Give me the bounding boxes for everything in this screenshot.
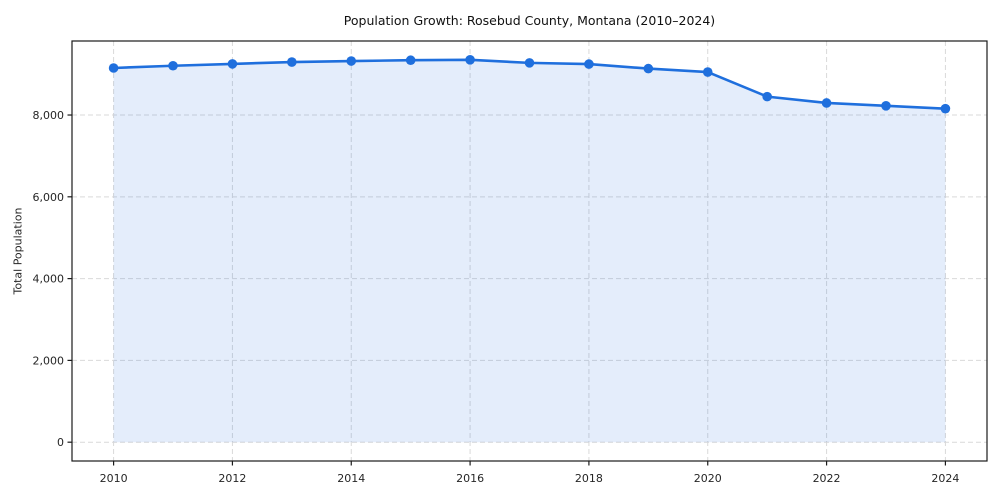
data-point <box>821 98 832 108</box>
x-tick-label: 2020 <box>694 472 722 485</box>
x-tick-label: 2010 <box>100 472 128 485</box>
data-point <box>168 60 178 71</box>
plot-border <box>71 40 988 462</box>
x-tick-label: 2022 <box>813 472 841 485</box>
data-point <box>940 103 951 114</box>
data-point <box>108 63 119 73</box>
data-point <box>465 55 475 65</box>
y-tick-label: 8,000 <box>33 109 65 122</box>
x-tick-label: 2024 <box>931 472 959 485</box>
x-tick-label: 2018 <box>575 472 603 485</box>
y-tick-label: 6,000 <box>33 191 65 204</box>
x-tick-label: 2012 <box>218 472 246 485</box>
data-point <box>346 56 357 66</box>
x-tick-label: 2014 <box>337 472 365 485</box>
chart-title: Population Growth: Rosebud County, Monta… <box>343 13 716 28</box>
data-point <box>287 57 297 67</box>
y-tick-label: 0 <box>57 436 64 449</box>
area-fill <box>113 59 946 443</box>
data-point <box>524 58 535 68</box>
data-point <box>643 63 654 74</box>
data-point <box>584 59 594 69</box>
data-point <box>702 67 713 77</box>
data-point <box>762 91 772 102</box>
data-point <box>405 55 416 66</box>
x-tick-label: 2016 <box>456 472 484 485</box>
y-tick-label: 2,000 <box>33 354 65 367</box>
data-point <box>227 59 238 69</box>
data-point <box>881 101 891 111</box>
y-tick-label: 4,000 <box>33 273 65 286</box>
